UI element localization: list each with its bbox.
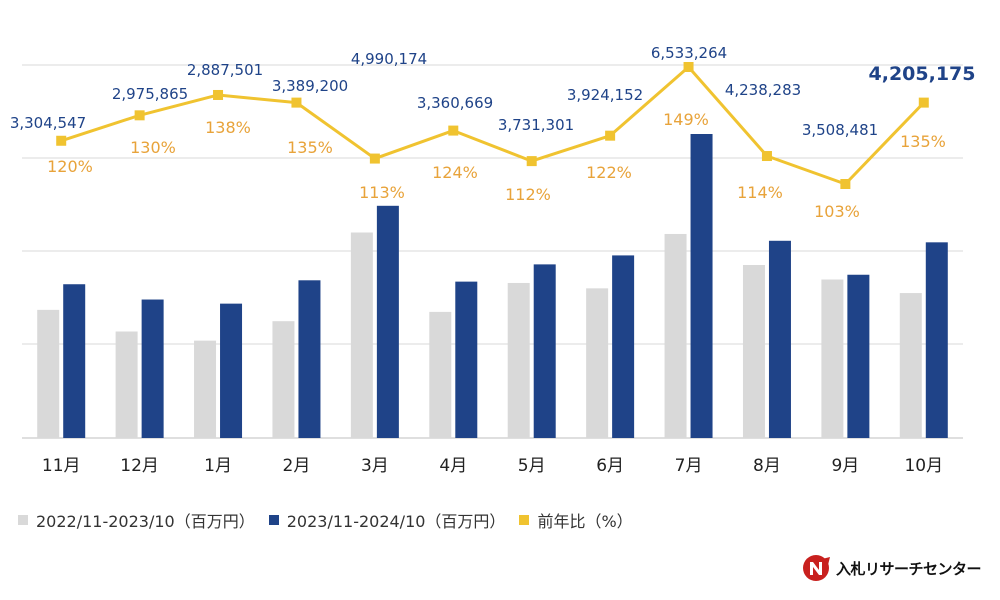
value-label-11: 3,508,481 bbox=[802, 121, 878, 139]
x-tick-label: 10月 bbox=[904, 456, 943, 476]
x-tick-label: 3月 bbox=[361, 456, 389, 476]
yoy-line bbox=[56, 62, 929, 189]
legend: 2022/11-2023/10（百万円） 2023/11-2024/10（百万円… bbox=[18, 508, 647, 532]
x-tick-label: 5月 bbox=[518, 456, 546, 476]
percent-label-1: 120% bbox=[47, 157, 93, 176]
bar-curr-6 bbox=[455, 281, 478, 438]
legend-item-curr: 2023/11-2024/10（百万円） bbox=[268, 508, 506, 532]
legend-item-ratio: 前年比（%） bbox=[519, 508, 633, 532]
percent-label-9: 149% bbox=[663, 110, 709, 129]
value-label-1: 3,304,547 bbox=[10, 114, 86, 132]
x-tick-labels: 11月 12月 1月 2月 3月 4月 5月 6月 7月 8月 9月 10月 bbox=[42, 456, 943, 476]
bar-curr-5 bbox=[376, 205, 399, 438]
yoy-point-10 bbox=[761, 151, 772, 162]
percent-label-12: 135% bbox=[900, 132, 946, 151]
x-tick-label: 4月 bbox=[439, 456, 467, 476]
x-tick-label: 6月 bbox=[596, 456, 624, 476]
legend-swatch-ratio bbox=[519, 515, 530, 525]
x-tick-label: 8月 bbox=[753, 456, 781, 476]
bar-prev-3 bbox=[194, 340, 217, 438]
yoy-point-1 bbox=[56, 135, 67, 146]
percent-label-4: 135% bbox=[287, 138, 333, 157]
x-tick-label: 11月 bbox=[42, 456, 81, 476]
yoy-point-12 bbox=[918, 97, 929, 108]
legend-label-curr: 2023/11-2024/10（百万円） bbox=[286, 512, 506, 531]
yoy-point-7 bbox=[526, 156, 537, 167]
bar-curr-2 bbox=[141, 299, 164, 438]
x-tick-label: 1月 bbox=[204, 456, 232, 476]
bar-prev-12 bbox=[899, 293, 922, 438]
bar-curr-10 bbox=[768, 240, 791, 438]
percent-label-8: 122% bbox=[586, 163, 632, 182]
yoy-point-3 bbox=[213, 89, 224, 100]
value-label-4: 3,389,200 bbox=[272, 77, 348, 95]
bar-curr-7 bbox=[533, 264, 556, 438]
percent-label-10: 114% bbox=[737, 183, 783, 202]
bar-curr-3 bbox=[220, 303, 243, 438]
yoy-polyline bbox=[60, 65, 925, 186]
bar-curr-9 bbox=[690, 134, 713, 438]
legend-swatch-curr bbox=[268, 515, 279, 525]
value-label-12: 4,205,175 bbox=[869, 63, 976, 85]
bar-prev-5 bbox=[350, 232, 373, 438]
percent-label-5: 113% bbox=[359, 183, 405, 202]
bar-prev-8 bbox=[586, 288, 609, 438]
x-tick-label: 2月 bbox=[283, 456, 311, 476]
x-tick-label: 12月 bbox=[120, 456, 159, 476]
bar-curr-1 bbox=[63, 284, 86, 438]
bar-prev-4 bbox=[272, 321, 295, 438]
percent-label-2: 130% bbox=[130, 138, 176, 157]
value-label-2: 2,975,865 bbox=[112, 85, 188, 103]
bar-curr-4 bbox=[298, 280, 321, 438]
bar-curr-12 bbox=[925, 242, 948, 438]
legend-label-prev: 2022/11-2023/10（百万円） bbox=[36, 512, 255, 531]
n-arrow-logo-icon bbox=[803, 555, 830, 581]
value-label-6: 3,360,669 bbox=[417, 94, 493, 112]
yoy-point-8 bbox=[605, 130, 616, 141]
bars bbox=[37, 134, 948, 438]
yoy-point-2 bbox=[134, 110, 145, 121]
yoy-point-5 bbox=[369, 153, 380, 164]
percent-label-7: 112% bbox=[505, 185, 551, 204]
legend-label-ratio: 前年比（%） bbox=[537, 512, 633, 531]
bar-prev-1 bbox=[37, 309, 60, 438]
percent-label-11: 103% bbox=[814, 202, 860, 221]
bar-prev-10 bbox=[742, 265, 765, 438]
legend-swatch-prev bbox=[18, 515, 28, 525]
x-tick-label: 7月 bbox=[675, 456, 703, 476]
bar-prev-6 bbox=[429, 311, 452, 438]
data-labels: 3,304,547 2,975,865 2,887,501 3,389,2004,99… bbox=[10, 44, 976, 221]
value-label-5: 4,990,174 bbox=[351, 50, 427, 68]
bar-curr-8 bbox=[612, 255, 635, 438]
value-label-3: 2,887,501 bbox=[187, 61, 263, 79]
yoy-point-9 bbox=[683, 62, 694, 72]
bar-prev-11 bbox=[821, 279, 844, 438]
value-label-9: 6,533,264 bbox=[651, 44, 727, 62]
bar-prev-7 bbox=[507, 282, 530, 438]
legend-item-prev: 2022/11-2023/10（百万円） bbox=[18, 508, 255, 532]
bar-prev-2 bbox=[115, 331, 138, 438]
percent-label-3: 138% bbox=[205, 118, 251, 137]
bar-curr-11 bbox=[847, 274, 870, 438]
yoy-point-4 bbox=[291, 97, 302, 108]
gridlines bbox=[22, 64, 963, 439]
logo: 入札リサーチセンター bbox=[802, 553, 982, 583]
x-tick-label: 9月 bbox=[831, 456, 859, 476]
value-label-7: 3,731,301 bbox=[498, 116, 574, 134]
yoy-point-11 bbox=[840, 179, 851, 189]
logo-text: 入札リサーチセンター bbox=[836, 559, 982, 578]
yoy-point-6 bbox=[448, 125, 459, 136]
value-label-8: 3,924,152 bbox=[567, 86, 643, 104]
value-label-10: 4,238,283 bbox=[725, 81, 801, 99]
percent-label-6: 124% bbox=[432, 163, 478, 182]
bar-prev-9 bbox=[664, 233, 687, 438]
